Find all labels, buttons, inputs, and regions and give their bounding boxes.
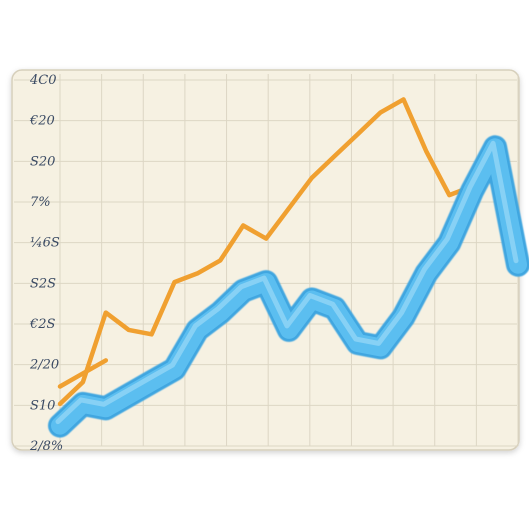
series-2 — [48, 135, 529, 438]
series-line — [51, 138, 527, 435]
y-tick-label: S10 — [30, 398, 55, 413]
series-line-highlight — [55, 140, 519, 425]
series-line — [57, 97, 475, 407]
y-tick-label: S2S — [30, 276, 56, 291]
series-0 — [57, 97, 475, 407]
y-tick-label: 2/20 — [29, 358, 59, 373]
series-line — [57, 358, 109, 389]
y-tick-label: €20 — [29, 114, 55, 129]
y-tick-label: 2/8% — [29, 439, 63, 454]
y-tick-label: 7% — [30, 195, 51, 210]
y-axis-tick-labels: 4C0 €20 S20 7% ¼6S S2S €2S 2/20 S10 2/8% — [29, 73, 63, 454]
y-tick-label: 4C0 — [29, 73, 57, 88]
y-tick-label: €2S — [29, 317, 56, 332]
series-layer — [48, 97, 529, 438]
y-tick-label: ¼6S — [30, 236, 60, 251]
y-tick-label: S20 — [30, 154, 55, 169]
series-1 — [57, 358, 109, 389]
